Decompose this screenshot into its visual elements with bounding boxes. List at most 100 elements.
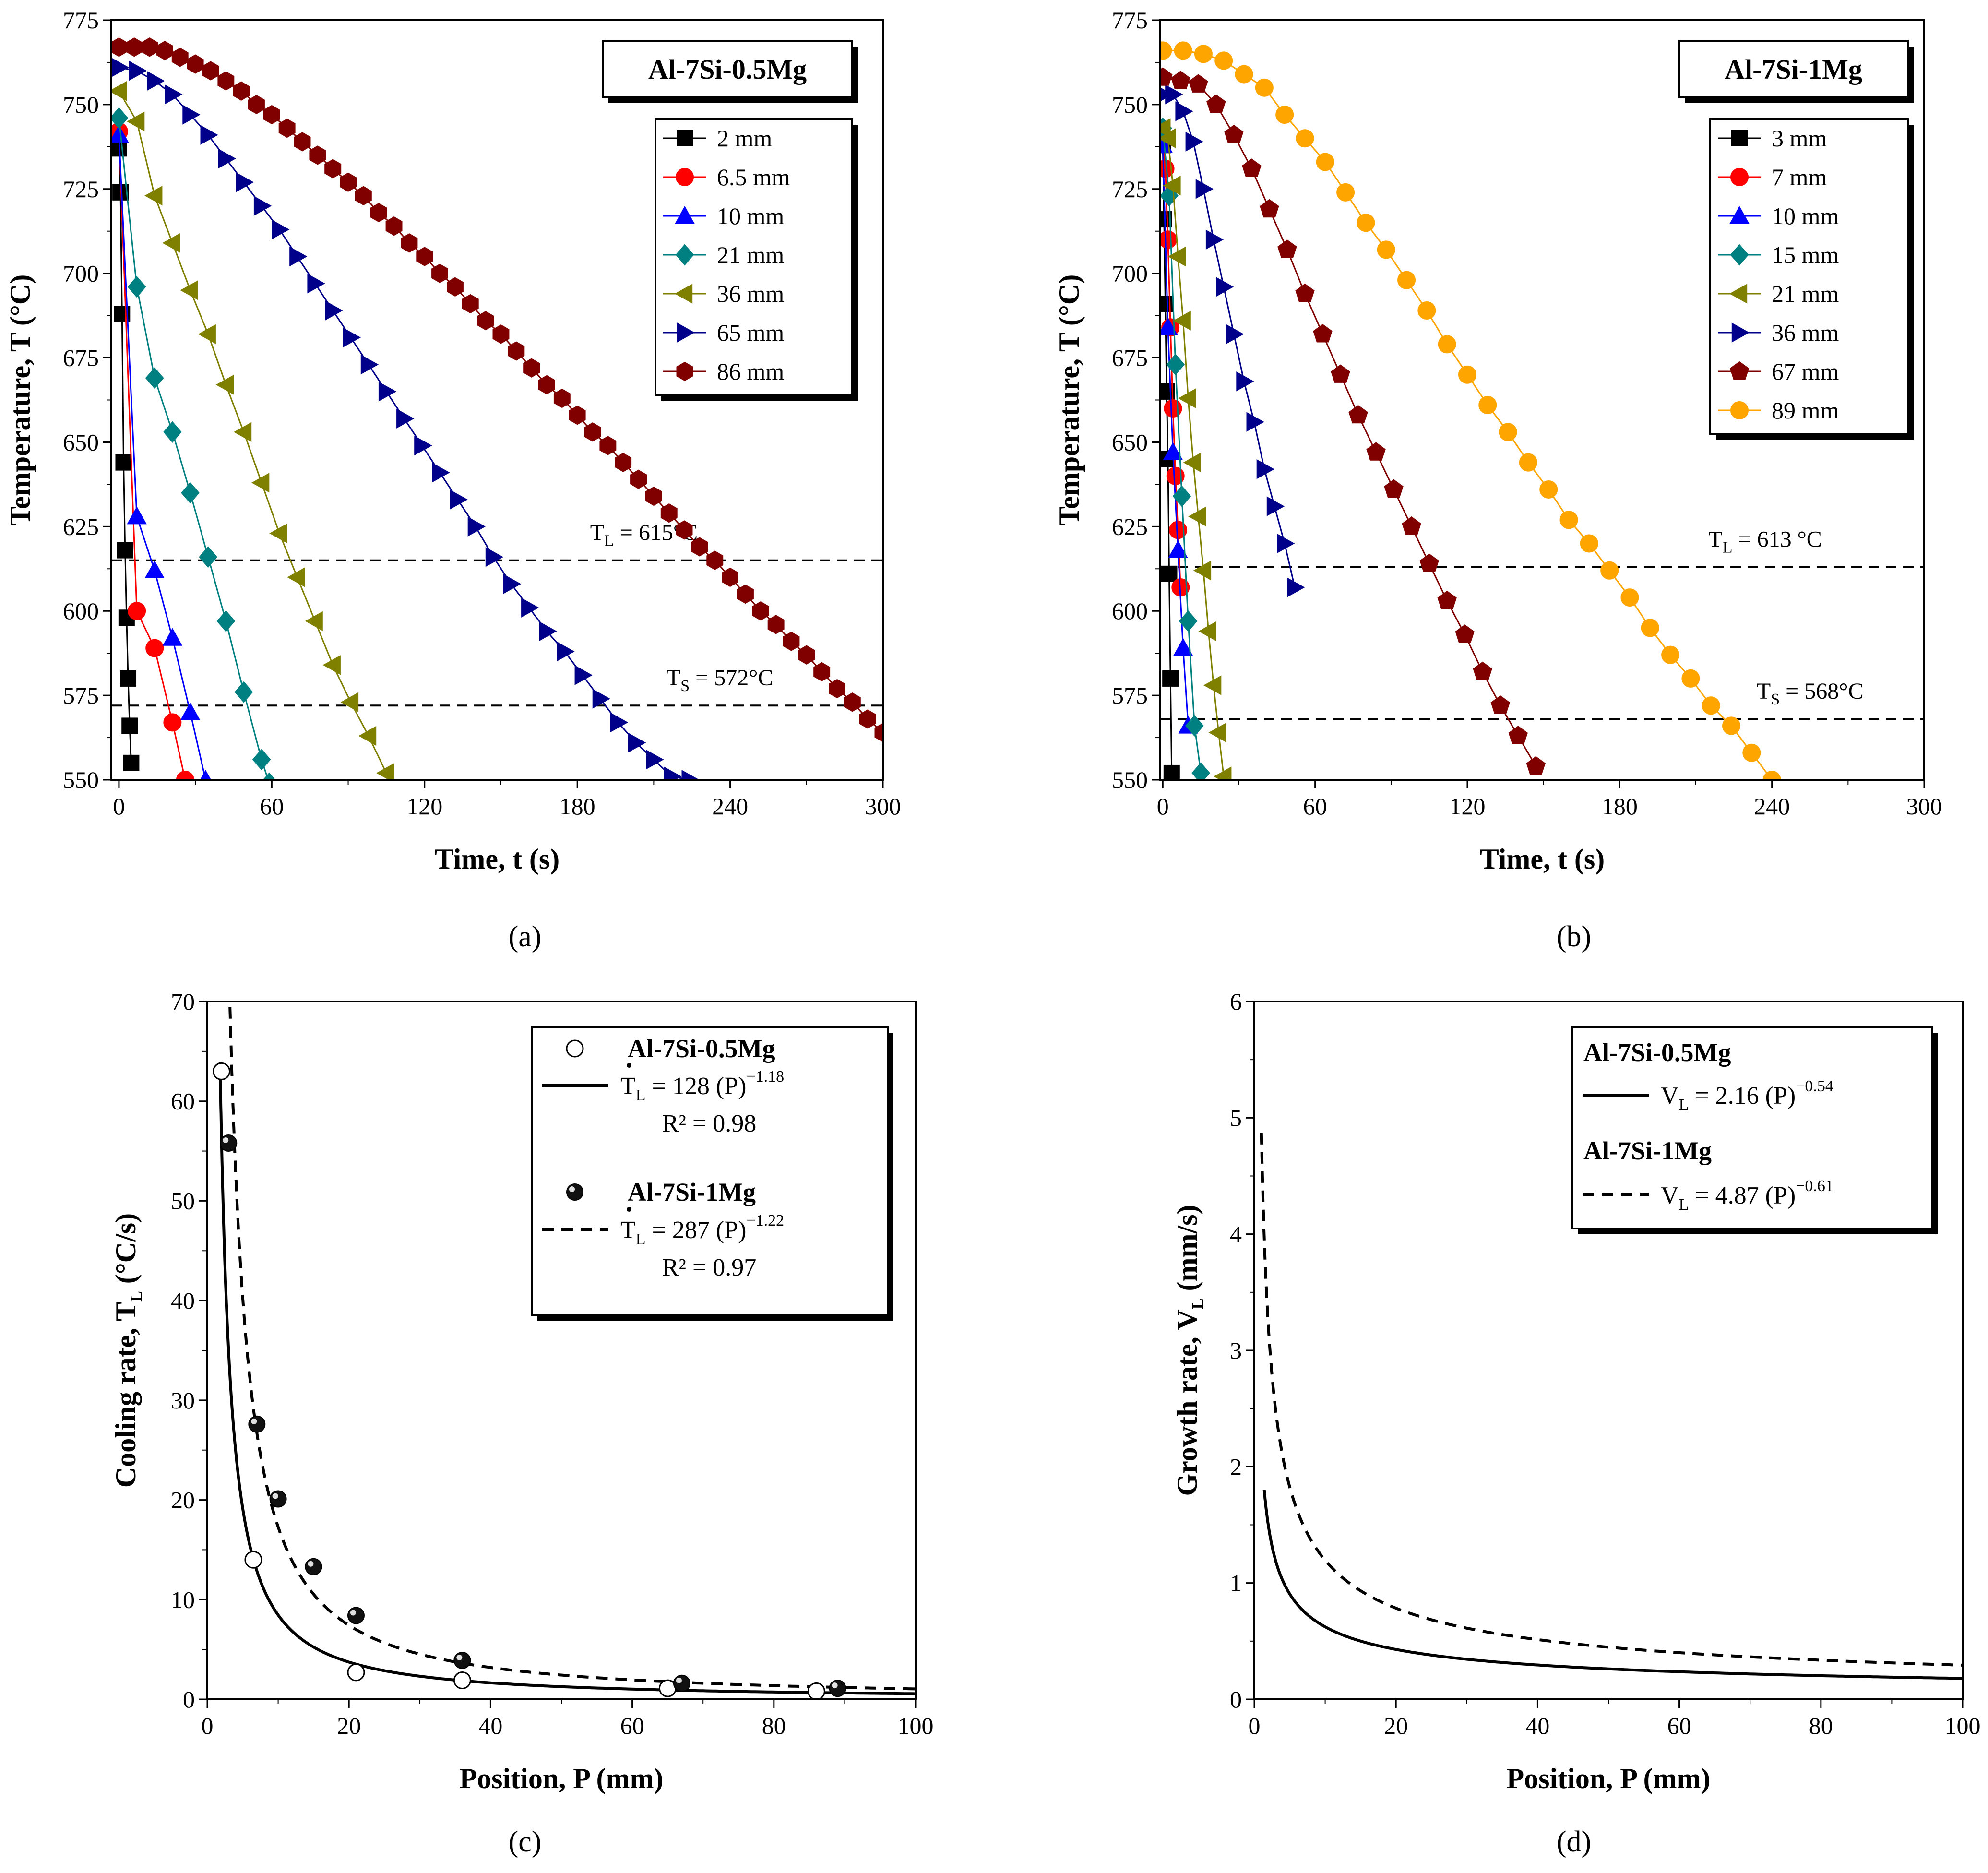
y-tick-label: 0 xyxy=(1230,1686,1242,1713)
legend-marker xyxy=(675,244,694,266)
legend-entry: Al-7Si-1Mg VL = 4.87 (P)−0.61 xyxy=(1583,1136,1833,1214)
y-title-main: Cooling rate, xyxy=(110,1321,142,1488)
panel-label: (d) xyxy=(1557,1825,1591,1858)
series-group xyxy=(1160,41,1781,780)
data-point xyxy=(309,145,326,165)
data-point xyxy=(574,665,593,685)
data-point xyxy=(1163,764,1180,780)
data-point xyxy=(1205,229,1224,250)
legend-label: 15 mm xyxy=(1772,241,1839,268)
data-point xyxy=(171,48,189,67)
legend-entry: Al-7Si-0.5Mg VL = 2.16 (P)−0.54 xyxy=(1583,1038,1833,1114)
fit-r2: R² = 0.97 xyxy=(662,1254,757,1281)
data-point xyxy=(630,469,647,489)
legend-label: 10 mm xyxy=(1772,203,1839,229)
legend-series-name: Al-7Si-1Mg xyxy=(1583,1136,1712,1165)
x-axis-title: Time, t (s) xyxy=(1480,843,1605,875)
data-point xyxy=(1171,71,1190,89)
eq-equals: = xyxy=(646,1217,672,1244)
series-line xyxy=(1163,77,1537,767)
ref-label-subscript: S xyxy=(1771,691,1780,708)
data-point xyxy=(1508,726,1528,744)
legend-entry: 10 mm xyxy=(1718,203,1839,229)
data-point xyxy=(1167,246,1186,267)
data-point xyxy=(1160,67,1173,86)
chart-title: Al-7Si-1Mg xyxy=(1725,54,1862,85)
x-tick-label: 240 xyxy=(712,793,748,820)
data-point xyxy=(144,186,163,206)
ref-label-symbol: T xyxy=(667,665,680,691)
legend-label: 89 mm xyxy=(1772,397,1839,424)
y-title-subscript: L xyxy=(1189,1298,1207,1309)
legend-entry: 36 mm xyxy=(1718,319,1839,346)
data-point xyxy=(1256,459,1274,479)
data-point xyxy=(1165,84,1183,105)
y-tick-label: 4 xyxy=(1230,1221,1242,1248)
reference-line-label: TS = 568°C xyxy=(1757,679,1864,708)
legend-marker xyxy=(675,205,695,224)
x-tick-label: 60 xyxy=(620,1712,644,1739)
data-point xyxy=(660,503,678,523)
data-point xyxy=(1206,94,1226,113)
x-tick-label: 0 xyxy=(113,793,125,820)
data-point xyxy=(1722,716,1741,735)
data-point xyxy=(176,771,194,780)
data-point xyxy=(737,584,754,604)
data-point xyxy=(287,567,305,587)
data-point xyxy=(1287,577,1305,597)
data-point xyxy=(1455,624,1475,643)
data-point xyxy=(253,196,272,216)
growth-equation: VL = 2.16 (P)−0.54 xyxy=(1661,1077,1833,1114)
eq-coefficient: 287 (P) xyxy=(672,1217,747,1244)
data-point xyxy=(1681,669,1700,688)
data-point xyxy=(121,717,138,734)
data-point xyxy=(163,421,182,443)
y-title-main: Growth rate, V xyxy=(1171,1309,1203,1496)
fit-r2: R² = 0.98 xyxy=(662,1110,757,1137)
data-point xyxy=(370,203,387,223)
data-point xyxy=(1160,317,1178,335)
x-tick-label: 20 xyxy=(337,1712,361,1739)
sphere-body xyxy=(220,1134,238,1152)
data-point xyxy=(289,246,308,267)
data-point xyxy=(453,1651,471,1669)
data-point xyxy=(1295,283,1315,302)
data-point xyxy=(1641,619,1659,637)
legend-label: 36 mm xyxy=(1772,319,1839,346)
data-point xyxy=(127,276,146,298)
legend-label: 3 mm xyxy=(1772,125,1827,152)
data-point xyxy=(262,772,276,780)
data-point xyxy=(1175,101,1193,121)
panel-label: (c) xyxy=(509,1825,542,1858)
data-point xyxy=(233,81,250,101)
sphere-highlight xyxy=(676,1677,682,1683)
y-tick-label: 70 xyxy=(171,988,195,1015)
data-point xyxy=(180,702,201,720)
legend-entry: 86 mm xyxy=(663,358,784,385)
data-point xyxy=(1208,722,1226,743)
legend-marker xyxy=(1730,168,1749,186)
legend-marker xyxy=(1729,205,1750,224)
data-point xyxy=(111,107,129,129)
data-point xyxy=(453,1671,471,1690)
data-point xyxy=(1188,506,1206,526)
eq-exponent: −0.61 xyxy=(1796,1177,1833,1195)
data-point xyxy=(347,1663,365,1682)
data-point xyxy=(1402,516,1421,535)
legend-series-name: Al-7Si-1Mg xyxy=(628,1178,756,1206)
data-point xyxy=(1296,129,1314,148)
x-tick-label: 100 xyxy=(898,1712,934,1739)
data-point xyxy=(1161,565,1178,582)
data-point xyxy=(706,550,724,570)
sphere-highlight xyxy=(272,1493,278,1499)
y-axis-title: Temperature, T (°C) xyxy=(4,274,36,525)
data-point xyxy=(1277,533,1295,554)
y-tick-label: 20 xyxy=(171,1487,195,1514)
data-point xyxy=(1214,766,1232,780)
legend-marker xyxy=(677,322,695,343)
data-point xyxy=(1384,479,1404,498)
y-tick-label: 40 xyxy=(171,1287,195,1314)
data-point xyxy=(1191,762,1210,780)
data-point xyxy=(1160,118,1171,138)
